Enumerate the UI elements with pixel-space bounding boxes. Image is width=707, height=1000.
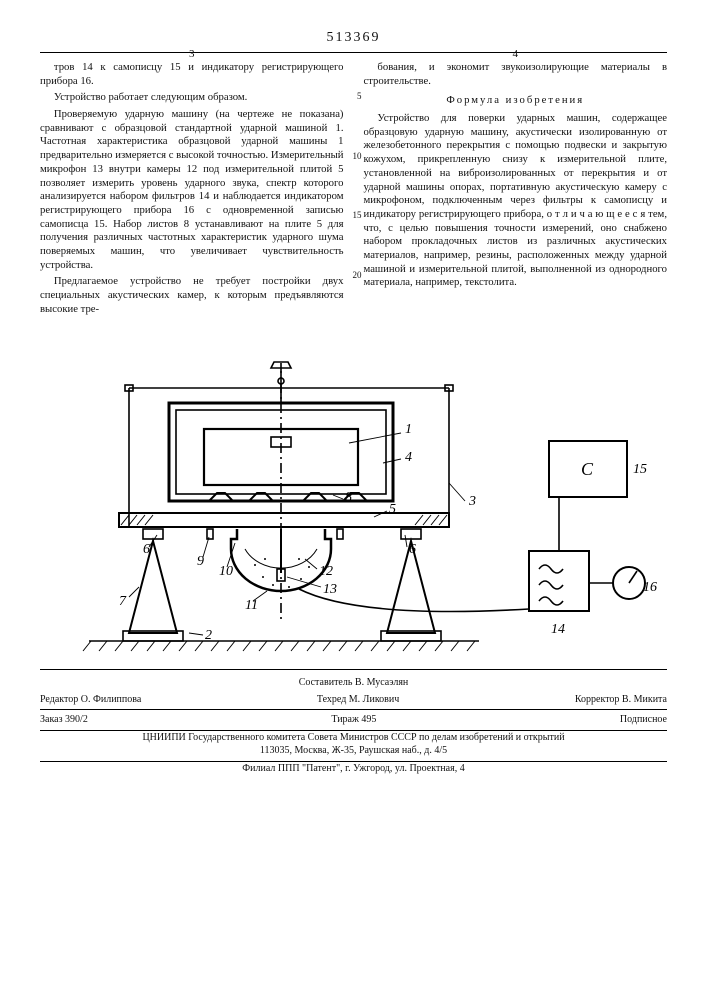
- ln: 10: [350, 151, 362, 163]
- fig-label-14: 14: [551, 622, 565, 637]
- fig-label-10: 10: [219, 564, 233, 579]
- fig-label-12: 12: [319, 564, 333, 579]
- para: Предлагаемое устройство не требует постр…: [40, 275, 344, 316]
- ln: 5: [350, 91, 362, 103]
- tech-editor: Техред М. Ликович: [317, 693, 399, 707]
- text-columns: 3 тров 14 к самописцу 15 и индикатору ре…: [40, 61, 667, 319]
- top-rule: [40, 52, 667, 53]
- formula-title: Формула изобретения: [364, 94, 668, 108]
- fig-label-2: 2: [205, 628, 212, 643]
- right-column: 4 5 10 15 20 бования, и экономит звукоиз…: [364, 61, 668, 319]
- fig-label-11: 11: [245, 598, 258, 613]
- fig-label-7: 7: [119, 594, 127, 609]
- tirazh: Тираж 495: [331, 713, 376, 727]
- para: Устройство работает следующим образом.: [40, 91, 344, 105]
- fig-label-6r: 6: [409, 542, 416, 557]
- left-col-number: 3: [189, 47, 195, 61]
- fig-label-3: 3: [468, 494, 476, 509]
- corrector: Корректор В. Микита: [575, 693, 667, 707]
- org: ЦНИИПИ Государственного комитета Совета …: [40, 731, 667, 745]
- doc-number: 513369: [40, 30, 667, 46]
- claim-para: Устройство для поверки ударных машин, со…: [364, 112, 668, 290]
- fig-label-16: 16: [643, 580, 657, 595]
- fig-label-15: 15: [633, 462, 647, 477]
- para: Проверяемую ударную машину (на чертеже н…: [40, 108, 344, 272]
- address: 113035, Москва, Ж-35, Раушская наб., д. …: [40, 744, 667, 762]
- fig-label-5: 5: [389, 502, 396, 517]
- fig-label-4: 4: [405, 450, 412, 465]
- ln: 15: [350, 210, 362, 222]
- fig-label-9: 9: [197, 554, 204, 569]
- line-number-gutter: 5 10 15 20: [350, 61, 362, 281]
- compiler: Составитель В. Мусаэлян: [40, 676, 667, 690]
- ln: 20: [350, 270, 362, 282]
- editor-row: Редактор О. Филиппова Техред М. Ликович …: [40, 690, 667, 711]
- para: тров 14 к самописцу 15 и индикатору реги…: [40, 61, 344, 88]
- order-no: Заказ 390/2: [40, 713, 88, 727]
- order-row: Заказ 390/2 Тираж 495 Подписное: [40, 710, 667, 731]
- right-col-number: 4: [513, 47, 519, 61]
- left-column: 3 тров 14 к самописцу 15 и индикатору ре…: [40, 61, 344, 319]
- branch: Филиал ППП "Патент", г. Ужгород, ул. Про…: [40, 762, 667, 776]
- page: 513369 3 тров 14 к самописцу 15 и индика…: [0, 0, 707, 1000]
- editor: Редактор О. Филиппова: [40, 693, 141, 707]
- para: бования, и экономит звукоизолирующие мат…: [364, 61, 668, 88]
- fig-label-1: 1: [405, 422, 412, 437]
- fig-label-13: 13: [323, 582, 337, 597]
- fig-block-c: C: [581, 459, 594, 479]
- fig-label-8: 8: [345, 490, 352, 505]
- fig-label-6l: 6: [143, 542, 150, 557]
- podpisnoe: Подписное: [620, 713, 667, 727]
- imprint-footer: Составитель В. Мусаэлян Редактор О. Фили…: [40, 669, 667, 775]
- technical-figure: 1 4 3 5 8 6 6 7 9 10 11 12 13 14 15 16 2…: [49, 333, 659, 663]
